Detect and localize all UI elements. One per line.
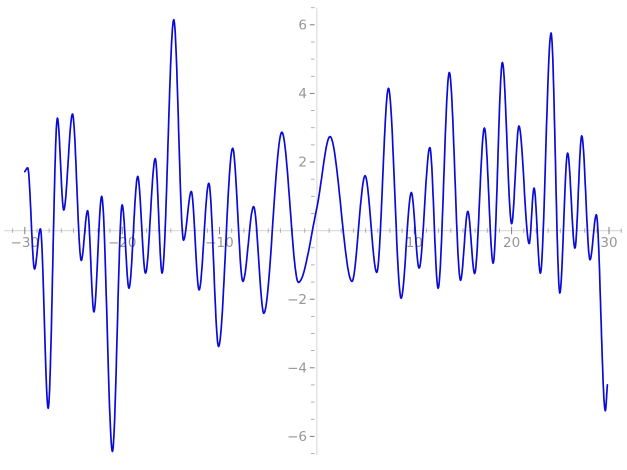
x-tick-label: 30	[600, 235, 617, 251]
y-tick-label: −6	[287, 429, 307, 445]
x-tick-label: −10	[205, 235, 234, 251]
x-tick-label: −30	[11, 235, 40, 251]
y-tick-label: 6	[298, 18, 307, 34]
y-tick-label: −2	[287, 292, 307, 308]
curve-path	[23, 18, 609, 453]
y-tick-label: −4	[287, 361, 307, 377]
y-tick-label: 2	[298, 155, 307, 171]
y-tick-label: 4	[298, 86, 307, 102]
x-tick-label: 20	[503, 235, 520, 251]
x-tick-label: −20	[108, 235, 137, 251]
x-tick-label: 10	[406, 235, 423, 251]
